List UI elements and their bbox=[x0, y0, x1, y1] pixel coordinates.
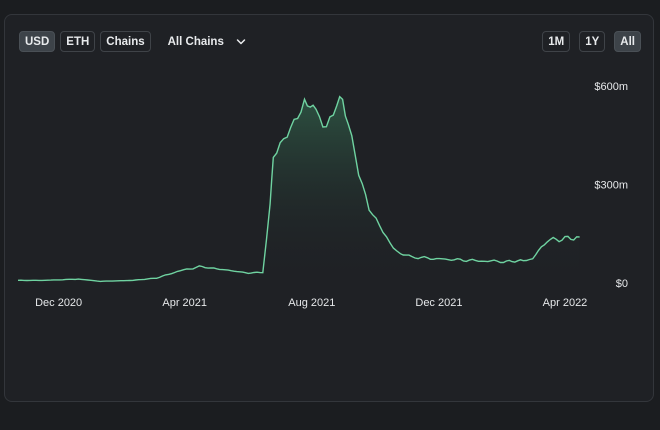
y-tick-label: $600m bbox=[594, 81, 628, 93]
chevron-down-icon bbox=[236, 38, 246, 44]
usd-toggle-button[interactable]: USD bbox=[19, 31, 56, 52]
tvl-area-fill bbox=[18, 96, 580, 283]
chain-filter-dropdown[interactable]: All Chains bbox=[162, 31, 252, 52]
toolbar-right: 1M 1Y All bbox=[542, 31, 641, 52]
toolbar-left: USD ETH Chains All Chains bbox=[19, 31, 252, 52]
y-tick-label: $0 bbox=[616, 278, 628, 290]
chain-filter-label: All Chains bbox=[167, 35, 224, 48]
x-tick-label: Dec 2020 bbox=[35, 297, 82, 309]
tvl-series-line bbox=[17, 95, 580, 283]
range-1y-button[interactable]: 1Y bbox=[579, 31, 606, 52]
x-tick-label: Aug 2021 bbox=[288, 297, 335, 309]
x-tick-label: Apr 2021 bbox=[162, 297, 207, 309]
chains-toggle-button[interactable]: Chains bbox=[100, 31, 151, 52]
range-all-button[interactable]: All bbox=[614, 31, 641, 52]
range-1m-button[interactable]: 1M bbox=[542, 31, 571, 52]
y-tick-label: $300m bbox=[594, 180, 628, 192]
x-tick-label: Dec 2021 bbox=[415, 297, 462, 309]
x-tick-label: Apr 2022 bbox=[543, 297, 588, 309]
eth-toggle-button[interactable]: ETH bbox=[60, 31, 96, 52]
